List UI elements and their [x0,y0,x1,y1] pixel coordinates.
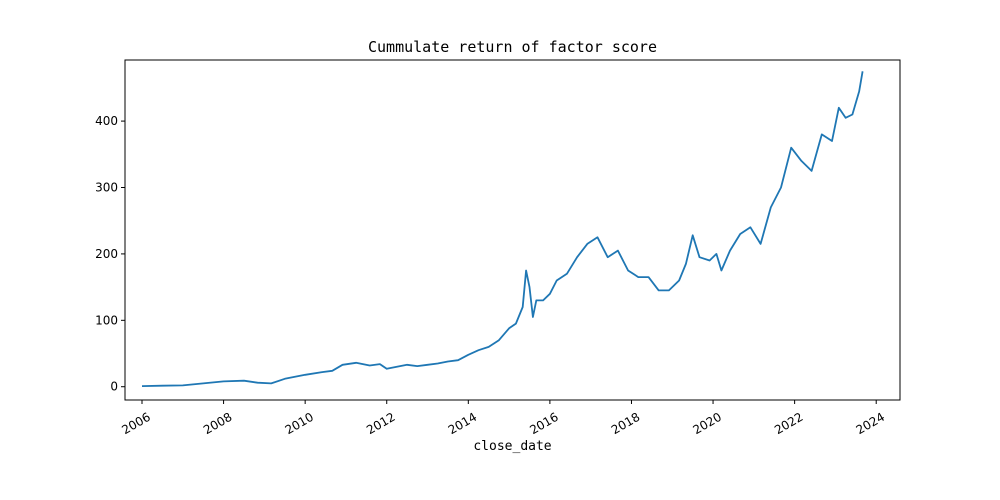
x-tick-label: 2006 [119,410,152,437]
x-axis-label: close_date [473,439,551,454]
x-tick-label: 2022 [772,410,805,437]
plot-area [124,59,901,401]
x-tick-label: 2020 [690,410,723,437]
y-tick-label: 300 [95,181,118,195]
x-axis: 2006 2008 2010 2012 2014 2016 2018 2020 2022 2024 [119,400,887,437]
x-tick-label: 2018 [609,410,642,437]
x-tick-label: 2024 [854,410,887,437]
x-tick-label: 2014 [446,410,479,437]
chart-title: Cummulate return of factor score [368,38,657,56]
y-tick-label: 0 [110,380,118,394]
x-tick-label: 2016 [527,410,560,437]
y-axis: 0 100 200 300 400 [95,114,125,394]
x-tick-label: 2008 [201,410,234,437]
y-tick-label: 400 [95,114,118,128]
cumulative-return-line [141,71,864,387]
y-tick-label: 100 [95,313,118,327]
x-tick-label: 2012 [364,410,397,437]
y-tick-label: 200 [95,247,118,261]
x-tick-label: 2010 [283,410,316,437]
